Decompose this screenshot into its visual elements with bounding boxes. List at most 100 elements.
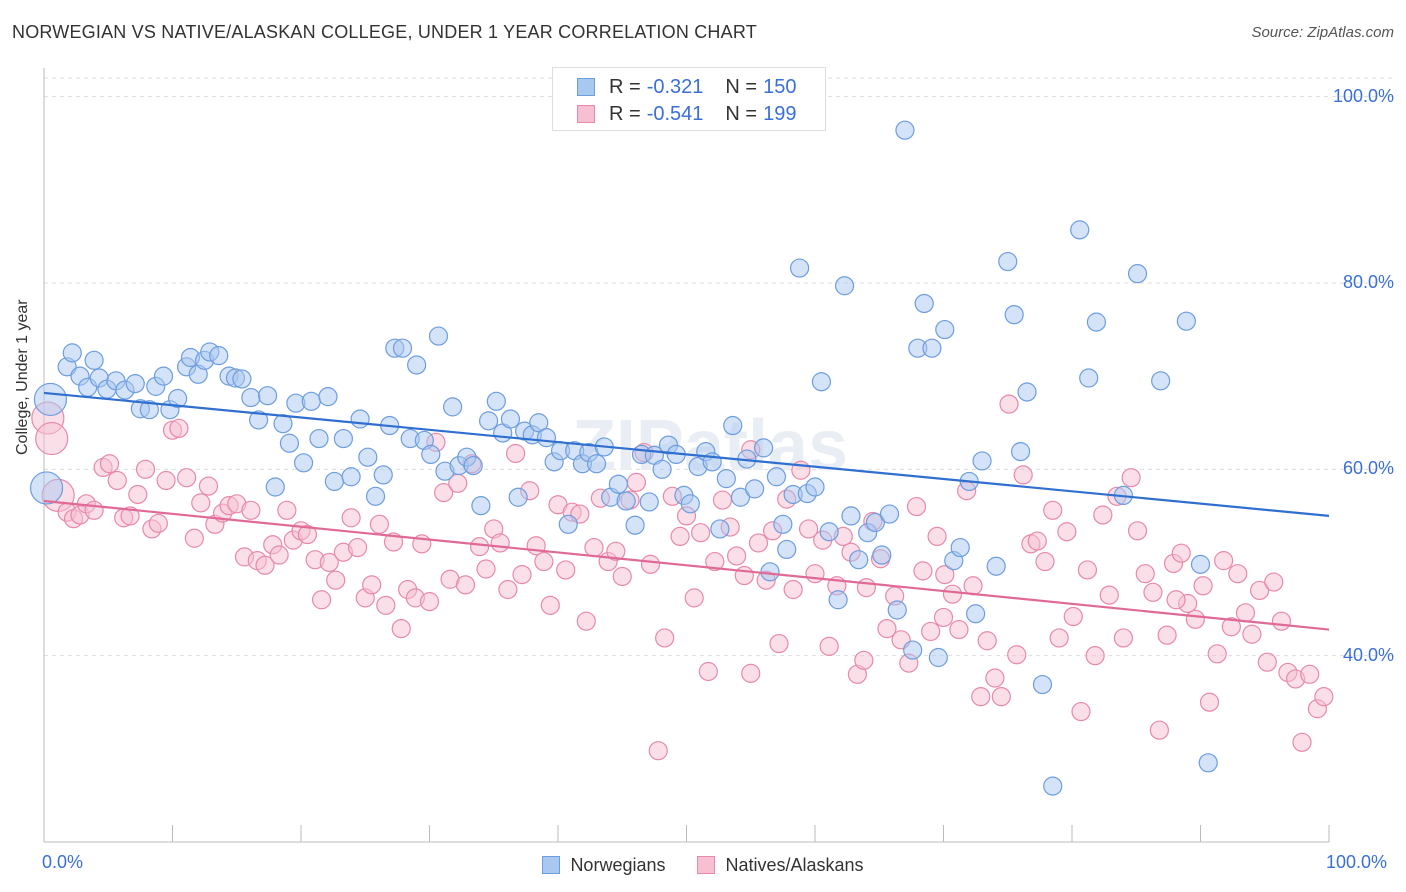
stats-legend: R = -0.321 N = 150 R = -0.541 N = 199: [552, 67, 826, 131]
natives-alaskans-point-46: [362, 575, 382, 595]
legend-swatch-natives-alaskans: [697, 856, 716, 874]
natives-alaskans-point-176: [1292, 732, 1312, 752]
norwegians-point-40: [341, 467, 361, 487]
natives-alaskans-point-147: [1085, 646, 1105, 666]
norwegians-trend-line: [43, 391, 1330, 517]
norwegians-point-140: [1127, 264, 1148, 284]
natives-alaskans-point-143: [1057, 522, 1077, 542]
norwegians-point-144: [1198, 753, 1218, 773]
norwegians-point-127: [966, 604, 986, 624]
natives-alaskans-point-71: [540, 595, 560, 615]
norwegians-point-138: [1086, 312, 1107, 332]
norwegians-point-99: [766, 467, 787, 487]
norwegians-point-13: [139, 400, 159, 420]
norwegians-point-31: [273, 414, 293, 434]
natives-alaskans-point-33: [269, 545, 289, 565]
natives-alaskans-point-77: [584, 537, 604, 558]
norwegians-point-128: [972, 451, 992, 471]
series-norwegians-points: [29, 120, 1218, 796]
natives-alaskans-point-153: [1127, 521, 1148, 541]
natives-alaskans-point-156: [1149, 720, 1169, 740]
natives-alaskans-point-161: [1185, 609, 1205, 629]
norwegians-point-81: [639, 492, 659, 512]
norwegians-point-79: [625, 515, 645, 535]
natives-alaskans-point-110: [819, 636, 839, 656]
norwegians-point-87: [680, 494, 700, 514]
natives-alaskans-point-85: [640, 554, 661, 574]
natives-alaskans-point-86: [648, 741, 668, 761]
norwegians-point-131: [1004, 305, 1024, 325]
natives-alaskans-point-139: [1027, 531, 1047, 551]
norwegians-point-135: [1043, 776, 1063, 796]
legend-item-natives-alaskans[interactable]: Natives/Alaskans: [697, 855, 864, 876]
natives-alaskans-point-20: [177, 468, 197, 488]
norwegians-point-0: [29, 471, 64, 505]
natives-alaskans-point-70: [534, 551, 554, 572]
norwegians-point-117: [895, 120, 915, 140]
norwegians-point-78: [616, 491, 636, 511]
norwegians-point-129: [986, 556, 1006, 576]
norwegians-point-121: [922, 338, 942, 358]
natives-alaskans-point-44: [347, 537, 368, 558]
natives-alaskans-point-137: [1013, 465, 1033, 485]
natives-alaskans-point-62: [476, 559, 496, 579]
natives-alaskans-point-83: [626, 472, 646, 492]
natives-alaskans-point-142: [1049, 628, 1069, 648]
norwegians-point-57: [463, 455, 483, 476]
norwegians-point-28: [248, 410, 269, 430]
natives-alaskans-point-146: [1077, 560, 1098, 580]
norwegians-point-51: [421, 444, 441, 465]
norwegians-point-105: [805, 477, 825, 497]
natives-alaskans-point-13: [128, 484, 148, 505]
natives-alaskans-point-133: [985, 668, 1005, 688]
norwegians-point-108: [828, 590, 848, 610]
natives-alaskans-point-127: [942, 584, 963, 604]
natives-alaskans-point-87: [655, 628, 675, 648]
natives-alaskans-point-182: [933, 607, 954, 628]
norwegians-point-101: [777, 539, 797, 560]
natives-alaskans-point-34: [277, 500, 297, 520]
natives-alaskans-point-76: [576, 611, 596, 631]
norwegians-point-123: [935, 319, 955, 340]
norwegians-point-39: [333, 428, 354, 449]
natives-alaskans-point-81: [612, 566, 632, 587]
natives-alaskans-point-162: [1193, 576, 1213, 596]
norwegians-point-62: [500, 409, 521, 429]
natives-alaskans-point-1: [35, 421, 69, 456]
natives-alaskans-point-107: [798, 519, 819, 539]
natives-alaskans-point-144: [1063, 606, 1083, 627]
natives-alaskans-point-65: [498, 579, 518, 600]
norwegians-point-34: [293, 453, 314, 473]
swatch-norwegians: [577, 78, 595, 96]
natives-alaskans-point-40: [319, 552, 339, 573]
natives-alaskans-point-22: [191, 493, 211, 513]
natives-alaskans-point-131: [971, 687, 991, 707]
natives-alaskans-point-98: [734, 565, 754, 586]
natives-alaskans-point-19: [169, 418, 189, 438]
legend-item-norwegians[interactable]: Norwegians: [542, 855, 665, 876]
natives-alaskans-point-124: [921, 621, 941, 642]
natives-alaskans-point-165: [1214, 551, 1234, 571]
natives-alaskans-point-140: [1035, 551, 1055, 572]
natives-alaskans-point-7: [84, 500, 104, 520]
norwegians-point-96: [745, 479, 765, 499]
x-tick-label-max: 100.0%: [1326, 852, 1388, 872]
natives-alaskans-point-177: [1300, 664, 1320, 684]
norwegians-point-132: [1010, 442, 1031, 462]
natives-alaskans-point-167: [1228, 564, 1248, 584]
natives-alaskans-point-123: [913, 561, 933, 581]
legend-swatch-norwegians: [542, 856, 561, 874]
stats-row-norwegians: R = -0.321 N = 150: [577, 74, 796, 100]
norwegians-point-113: [865, 512, 885, 533]
natives-alaskans-point-181: [854, 650, 874, 670]
trend-lines: [43, 391, 1330, 631]
norwegians-point-130: [998, 251, 1018, 272]
natives-alaskans-point-125: [927, 526, 947, 547]
natives-alaskans-point-16: [148, 513, 168, 533]
norwegians-point-115: [879, 504, 900, 524]
series-legend: Norwegians Natives/Alaskans: [0, 852, 1406, 878]
norwegians-point-118: [903, 640, 923, 660]
n-value: 150: [763, 75, 797, 98]
natives-alaskans-point-39: [311, 590, 332, 610]
natives-alaskans-point-43: [341, 508, 361, 528]
